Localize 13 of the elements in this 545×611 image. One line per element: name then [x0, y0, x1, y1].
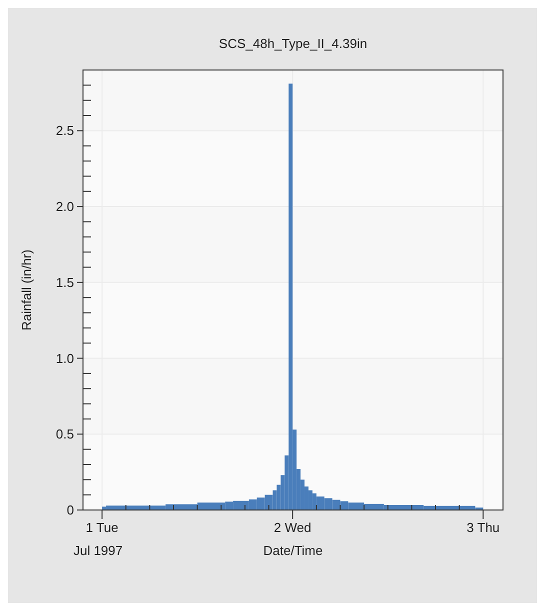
y-tick-label: 2.5 — [56, 123, 74, 138]
y-tick-label: 0 — [66, 502, 74, 518]
y-tick-label: 1.0 — [56, 350, 74, 366]
y-tick-label: 1.5 — [56, 274, 74, 290]
chart-title: SCS_48h_Type_II_4.39in — [218, 36, 368, 51]
text: Jul 1997 — [73, 543, 123, 558]
x-tick-label: 3 Thu — [466, 520, 500, 535]
x-axis-title: Date/Time — [263, 543, 323, 558]
y-tick-label: 2.0 — [56, 199, 74, 214]
x-tick-label: 2 Wed — [274, 520, 312, 535]
x-tick-label: 1 Tue — [86, 520, 118, 535]
y-tick-label: 0.5 — [56, 426, 74, 442]
y-axis-title: Rainfall (in/hr) — [19, 250, 34, 330]
